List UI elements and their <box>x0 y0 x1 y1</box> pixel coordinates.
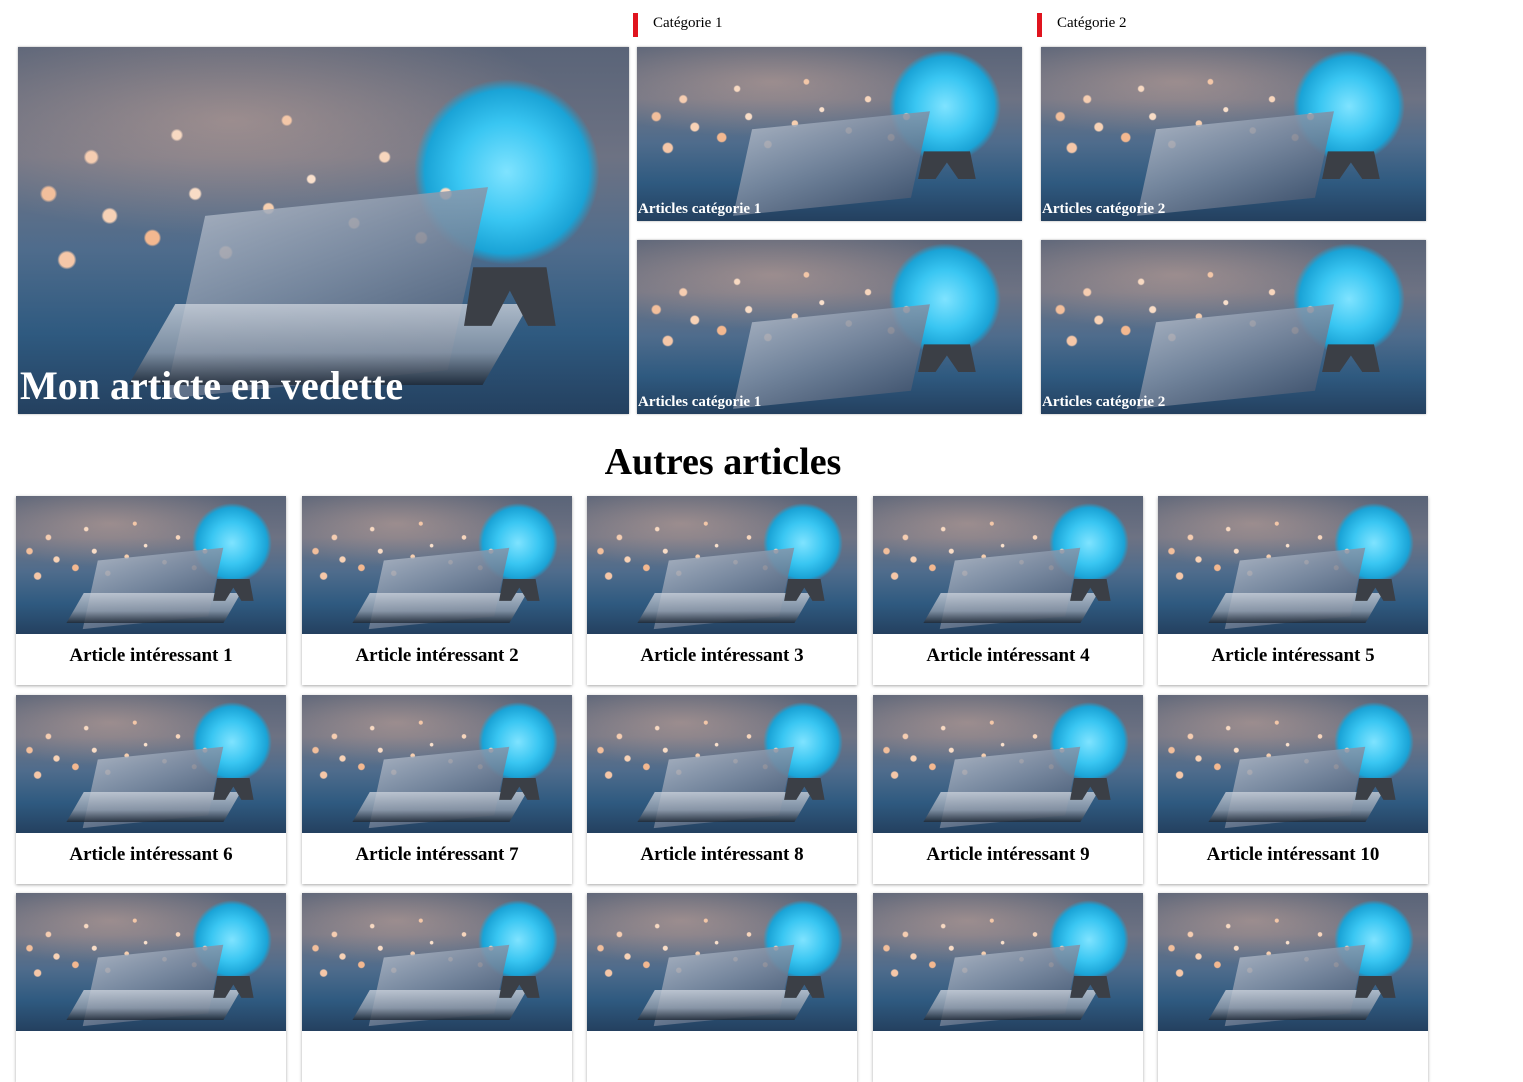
article-title: Article intéressant 7 <box>355 844 519 865</box>
article-title: Article intéressant 9 <box>926 844 1090 865</box>
article-title: Article intéressant 2 <box>355 645 519 666</box>
article-title: Article intéressant 10 <box>1206 844 1380 865</box>
category-article-label: Articles catégorie 1 <box>638 394 762 410</box>
article-image <box>587 695 857 833</box>
article-title: Article intéressant 3 <box>640 645 804 666</box>
article-title <box>16 1031 286 1082</box>
article-card[interactable] <box>873 893 1143 1082</box>
article-card[interactable]: Article intéressant 5 <box>1158 496 1428 685</box>
other-articles-heading: Autres articles <box>604 441 842 483</box>
article-card[interactable]: Article intéressant 6 <box>16 695 286 884</box>
category-1-article-card[interactable]: Articles catégorie 1 <box>637 47 1022 221</box>
featured-article[interactable]: Mon articte en vedette <box>18 47 629 414</box>
article-image <box>873 496 1143 634</box>
article-card[interactable]: Article intéressant 3 <box>587 496 857 685</box>
article-image <box>16 893 286 1031</box>
article-card[interactable] <box>16 893 286 1082</box>
article-card[interactable]: Article intéressant 4 <box>873 496 1143 685</box>
article-image <box>16 695 286 833</box>
category-2-article-card[interactable]: Articles catégorie 2 <box>1041 47 1426 221</box>
article-image <box>873 695 1143 833</box>
article-image <box>302 496 572 634</box>
article-image <box>302 695 572 833</box>
category-article-label: Articles catégorie 1 <box>638 201 762 217</box>
article-card[interactable]: Article intéressant 7 <box>302 695 572 884</box>
article-title: Article intéressant 6 <box>69 844 233 865</box>
article-card[interactable] <box>587 893 857 1082</box>
article-title <box>302 1031 572 1082</box>
category-article-label: Articles catégorie 2 <box>1042 394 1166 410</box>
article-title: Article intéressant 5 <box>1211 645 1375 666</box>
featured-article-title: Mon articte en vedette <box>20 363 404 408</box>
article-card[interactable]: Article intéressant 8 <box>587 695 857 884</box>
article-image <box>873 893 1143 1031</box>
article-title: Article intéressant 1 <box>69 645 233 666</box>
article-image <box>1158 695 1428 833</box>
article-image <box>16 496 286 634</box>
article-image <box>587 893 857 1031</box>
article-title <box>873 1031 1143 1082</box>
article-title: Article intéressant 4 <box>926 645 1090 666</box>
article-card[interactable]: Article intéressant 1 <box>16 496 286 685</box>
category-1-heading[interactable]: Catégorie 1 <box>633 13 723 37</box>
article-card[interactable] <box>302 893 572 1082</box>
article-title <box>1158 1031 1428 1082</box>
article-card[interactable]: Article intéressant 10 <box>1158 695 1428 884</box>
article-title <box>587 1031 857 1082</box>
article-image <box>1158 893 1428 1031</box>
category-2-article-card[interactable]: Articles catégorie 2 <box>1041 240 1426 414</box>
article-image <box>1158 496 1428 634</box>
category-1-article-card[interactable]: Articles catégorie 1 <box>637 240 1022 414</box>
category-2-heading[interactable]: Catégorie 2 <box>1037 13 1127 37</box>
article-image <box>302 893 572 1031</box>
article-title: Article intéressant 8 <box>640 844 804 865</box>
article-card[interactable] <box>1158 893 1428 1082</box>
article-card[interactable]: Article intéressant 2 <box>302 496 572 685</box>
article-card[interactable]: Article intéressant 9 <box>873 695 1143 884</box>
article-image <box>587 496 857 634</box>
category-article-label: Articles catégorie 2 <box>1042 201 1166 217</box>
